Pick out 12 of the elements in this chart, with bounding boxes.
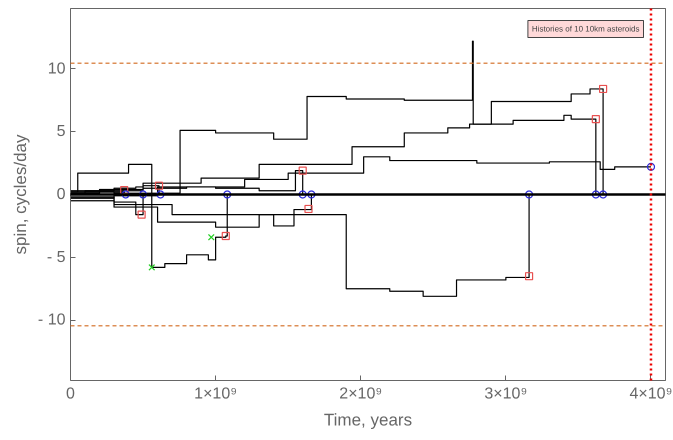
annotation: Histories of 10 10km asteroids (532, 24, 640, 34)
y-tick-label: - 10 (38, 312, 66, 329)
x-tick-label: 3×10⁹ (484, 386, 528, 402)
x-tick-label: 4×10⁹ (630, 386, 672, 402)
x-tick-label: 1×10⁹ (194, 386, 238, 402)
x-axis-title: Time, years (324, 410, 412, 430)
y-tick-label: 5 (56, 123, 66, 140)
y-tick-label: - 5 (46, 248, 66, 266)
y-tick-label: 0 (56, 186, 66, 203)
x-tick-label: 2×10⁹ (339, 386, 382, 402)
y-axis-title: spin, cycles/day (10, 134, 30, 254)
y-tick-label: 10 (48, 60, 66, 78)
